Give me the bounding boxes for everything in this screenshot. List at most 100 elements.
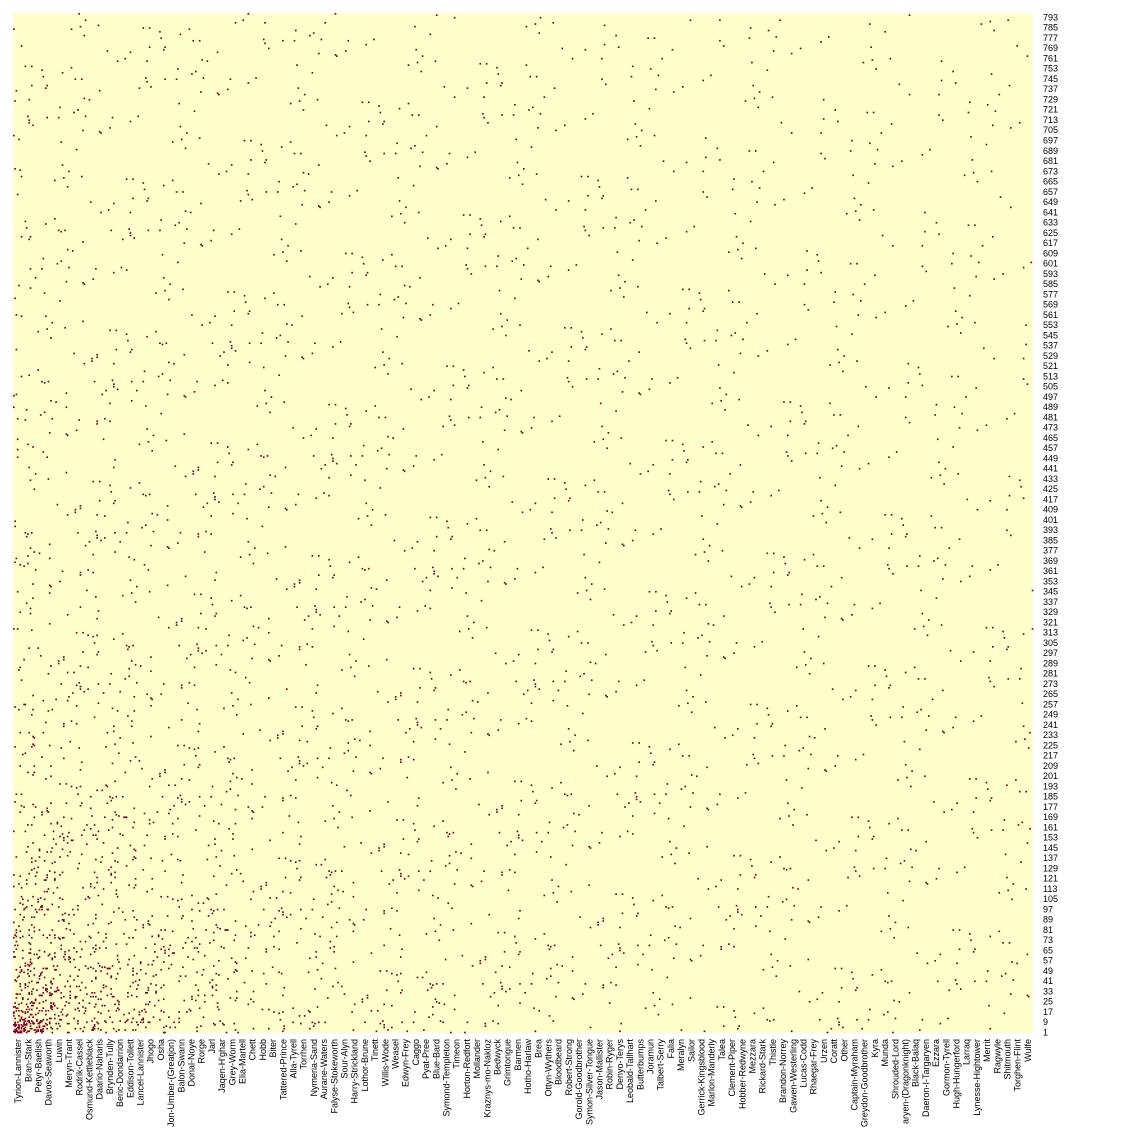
y-tick-label-20: 161 (1043, 822, 1058, 832)
heatmap-cell-2129 (368, 121, 370, 123)
heatmap-cell-1956 (318, 574, 320, 576)
heatmap-cell-1488 (205, 929, 207, 931)
heatmap-cell-708 (77, 868, 79, 870)
heatmap-cell-3099 (702, 191, 704, 193)
heatmap-cell-1620 (232, 494, 234, 496)
heatmap-cell-2490 (482, 560, 484, 562)
heatmap-cell-716 (78, 863, 80, 865)
heatmap-cell-1132 (137, 116, 139, 118)
heatmap-cell-2873 (615, 966, 617, 968)
heatmap-cell-3772 (992, 124, 994, 126)
heatmap-cell-2219 (396, 617, 398, 619)
heatmap-cell-1067 (130, 845, 132, 847)
heatmap-cell-348 (37, 369, 39, 371)
heatmap-cell-719 (78, 419, 80, 421)
heatmap-cell-2318 (424, 605, 426, 607)
y-tick-label-69: 553 (1043, 320, 1058, 330)
heatmap-cell-143 (22, 950, 24, 952)
heatmap-cell-2502 (485, 956, 487, 958)
heatmap-cell-1691 (250, 936, 252, 938)
heatmap-cell-3432 (840, 511, 842, 513)
heatmap-cell-1868 (297, 822, 299, 824)
heatmap-cell-40 (14, 168, 16, 170)
heatmap-cell-3340 (802, 747, 804, 749)
heatmap-cell-226 (28, 934, 30, 936)
heatmap-cell-1427 (194, 593, 196, 595)
heatmap-cell-2034 (338, 811, 340, 813)
heatmap-cell-2256 (404, 222, 406, 224)
heatmap-cell-1098 (132, 198, 134, 200)
heatmap-cell-2115 (365, 909, 367, 911)
heatmap-cell-3817 (1015, 741, 1017, 743)
heatmap-cell-593 (62, 833, 64, 835)
heatmap-cell-659 (69, 975, 71, 977)
heatmap-cell-2218 (396, 819, 398, 821)
heatmap-cell-3339 (801, 412, 803, 414)
heatmap-cell-818 (92, 278, 94, 280)
heatmap-cell-1303 (168, 955, 170, 957)
heatmap-cell-495 (50, 586, 52, 588)
y-tick-label-63: 505 (1043, 382, 1058, 392)
heatmap-cell-3534 (886, 675, 888, 677)
heatmap-cell-1668 (245, 677, 247, 679)
heatmap-cell-2235 (400, 873, 402, 875)
heatmap-cell-3049 (683, 825, 685, 827)
heatmap-cell-3399 (825, 850, 827, 852)
heatmap-cell-2065 (349, 306, 351, 308)
heatmap-cell-403 (42, 934, 44, 936)
heatmap-cell-1412 (191, 941, 193, 943)
heatmap-cell-1878 (299, 740, 301, 742)
x-tick-label-66: Sailor (686, 1039, 696, 1062)
heatmap-cell-3289 (779, 19, 781, 21)
heatmap-cell-139 (22, 1011, 24, 1013)
heatmap-cell-3726 (973, 811, 975, 813)
heatmap-cell-2690 (547, 478, 549, 480)
heatmap-cell-3578 (905, 672, 907, 674)
heatmap-cell-3009 (667, 783, 669, 785)
heatmap-cell-3752 (987, 970, 989, 972)
heatmap-cell-2979 (652, 464, 654, 466)
heatmap-cell-1638 (235, 350, 237, 352)
y-tick-label-70: 561 (1043, 310, 1058, 320)
heatmap-cell-626 (66, 406, 68, 408)
heatmap-cell-1218 (151, 878, 153, 880)
heatmap-cell-3027 (672, 459, 674, 461)
heatmap-cell-3190 (737, 249, 739, 251)
heatmap-cell-1996 (331, 901, 333, 903)
heatmap-cell-563 (59, 974, 61, 976)
heatmap-cell-1644 (236, 869, 238, 871)
heatmap-cell-1387 (185, 942, 187, 944)
heatmap-cell-2025 (336, 922, 338, 924)
heatmap-cell-557 (58, 663, 60, 665)
heatmap-cell-1598 (230, 997, 232, 999)
heatmap-cell-1788 (278, 1013, 280, 1015)
heatmap-cell-2303 (419, 687, 421, 689)
heatmap-cell-3532 (884, 31, 886, 33)
x-tick-label-81: Other (839, 1039, 849, 1062)
heatmap-cell-3462 (854, 604, 856, 606)
y-tick-label-55: 441 (1043, 464, 1058, 474)
heatmap-cell-658 (69, 986, 71, 988)
heatmap-cell-2529 (495, 652, 497, 654)
heatmap-cell-2201 (391, 1027, 393, 1029)
heatmap-cell-2963 (649, 746, 651, 748)
heatmap-cell-2601 (517, 568, 519, 570)
heatmap-cell-3271 (772, 966, 774, 968)
heatmap-cell-430 (45, 778, 47, 780)
heatmap-cell-597 (63, 996, 65, 998)
heatmap-cell-2989 (655, 89, 657, 91)
heatmap-cell-2810 (590, 847, 592, 849)
heatmap-cell-299 (34, 1023, 36, 1025)
heatmap-cell-725 (80, 805, 82, 807)
heatmap-cell-3694 (956, 323, 958, 325)
heatmap-cell-266 (31, 937, 33, 939)
heatmap-cell-3586 (907, 927, 909, 929)
heatmap-cell-3266 (770, 725, 772, 727)
heatmap-cell-1881 (299, 582, 301, 584)
heatmap-cell-2978 (652, 533, 654, 535)
heatmap-cell-916 (105, 746, 107, 748)
x-tick-label-49: Barmen (513, 1039, 523, 1071)
heatmap-cell-274 (31, 746, 33, 748)
heatmap-cell-2632 (526, 26, 528, 28)
heatmap-cell-1941 (315, 728, 317, 730)
